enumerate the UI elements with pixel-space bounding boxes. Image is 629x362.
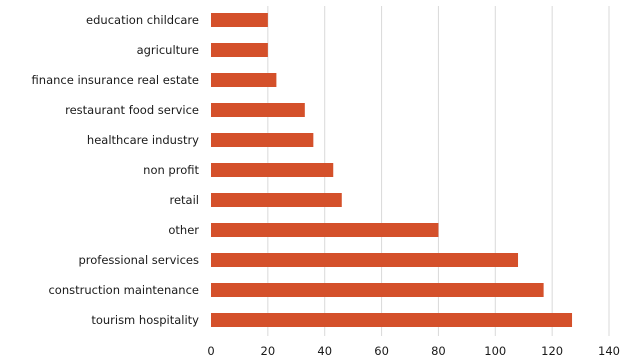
category-label: professional services — [78, 253, 199, 267]
category-label: restaurant food service — [65, 103, 199, 117]
category-labels: education childcare agriculture finance in… — [32, 13, 200, 327]
x-tick-label: 140 — [598, 344, 620, 358]
bar — [211, 133, 314, 147]
category-label: healthcare industry — [87, 133, 199, 147]
x-tick-label: 20 — [261, 344, 276, 358]
bar — [211, 283, 544, 297]
category-label: education childcare — [86, 13, 199, 27]
bar — [211, 253, 519, 267]
x-tick-label: 40 — [317, 344, 332, 358]
gridlines — [267, 6, 610, 336]
x-tick-label: 80 — [431, 344, 446, 358]
x-axis-tick-labels: 0 20 40 60 80 100 120 140 — [207, 344, 620, 358]
category-label: finance insurance real estate — [32, 73, 199, 87]
category-label: construction maintenance — [48, 283, 199, 297]
x-tick-label: 60 — [374, 344, 389, 358]
category-label: agriculture — [137, 43, 199, 57]
bar — [211, 163, 334, 177]
category-label: tourism hospitality — [91, 313, 199, 327]
category-label: retail — [170, 193, 200, 207]
bar — [211, 223, 439, 237]
bars — [211, 13, 573, 327]
bar — [211, 13, 268, 27]
x-tick-label: 0 — [207, 344, 214, 358]
x-tick-label: 100 — [484, 344, 506, 358]
bar — [211, 313, 573, 327]
category-label: other — [168, 223, 199, 237]
bar — [211, 103, 305, 117]
bar — [211, 73, 277, 87]
x-tick-label: 120 — [541, 344, 563, 358]
bar — [211, 43, 268, 57]
bar — [211, 193, 342, 207]
category-label: non profit — [143, 163, 199, 177]
